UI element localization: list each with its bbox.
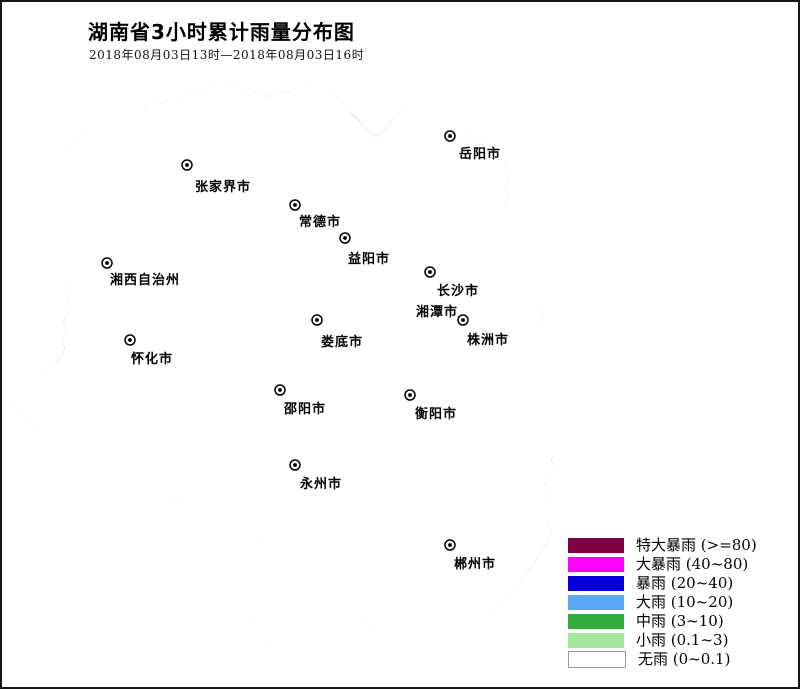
city-label: 张家界市	[195, 179, 251, 195]
city-label: 湘西自治州	[110, 272, 180, 288]
city: 郴州市	[444, 539, 497, 574]
city-marker-dot	[293, 463, 297, 467]
city-label: 怀化市	[131, 351, 173, 367]
city-marker-dot	[428, 270, 432, 274]
legend-label: 小雨 (0.1~3)	[636, 631, 729, 649]
city-marker-dot	[105, 261, 109, 265]
legend-swatch	[568, 538, 624, 553]
city-marker-dot	[448, 543, 452, 547]
legend-row: 暴雨 (20~40)	[568, 576, 757, 591]
legend-swatch	[568, 633, 624, 648]
legend-row: 大雨 (10~20)	[568, 595, 757, 610]
city-label: 长沙市	[437, 283, 479, 299]
city-label: 常德市	[299, 214, 341, 230]
legend-label: 大雨 (10~20)	[636, 593, 734, 611]
legend-label: 中雨 (3~10)	[636, 612, 724, 630]
city-marker-dot	[448, 134, 452, 138]
city-label: 益阳市	[348, 251, 390, 267]
legend-row: 无雨 (0~0.1)	[568, 650, 757, 668]
city-marker-dot	[278, 388, 282, 392]
city-marker-dot	[408, 393, 412, 397]
page-title: 湖南省3小时累计雨量分布图	[88, 20, 355, 44]
legend-swatch	[568, 557, 624, 572]
city: 岳阳市	[444, 130, 502, 164]
province-border	[10, 80, 556, 686]
legend-row: 特大暴雨 (>=80)	[568, 538, 757, 553]
city: 湘潭市	[414, 303, 458, 322]
legend-row: 大暴雨 (40~80)	[568, 557, 757, 572]
legend-swatch	[568, 576, 624, 591]
city-marker-dot	[185, 163, 189, 167]
city: 湘西自治州	[101, 257, 181, 290]
legend-label: 大暴雨 (40~80)	[636, 555, 749, 573]
legend-row: 中雨 (3~10)	[568, 614, 757, 629]
city: 长沙市	[424, 266, 480, 301]
city: 衡阳市	[404, 389, 458, 424]
city: 株洲市	[457, 314, 510, 350]
rainfall-legend: 特大暴雨 (>=80) 大暴雨 (40~80) 暴雨 (20~40) 大雨 (10~2…	[568, 538, 757, 671]
city-label: 娄底市	[321, 334, 363, 350]
city-label: 邵阳市	[283, 401, 326, 417]
city-marker-dot	[128, 338, 132, 342]
city-label: 永州市	[299, 476, 342, 492]
legend-swatch	[568, 614, 624, 629]
city: 益阳市	[339, 232, 391, 269]
legend-label: 暴雨 (20~40)	[636, 574, 734, 592]
city: 娄底市	[311, 314, 364, 352]
city-label: 株洲市	[467, 332, 509, 348]
legend-label: 特大暴雨 (>=80)	[636, 536, 757, 554]
city-label: 衡阳市	[415, 406, 457, 422]
city-marker-dot	[343, 236, 347, 240]
city: 邵阳市	[274, 384, 327, 419]
city-label: 湘潭市	[416, 304, 458, 320]
city-marker-dot	[315, 318, 319, 322]
city: 张家界市	[181, 159, 252, 197]
city-label: 郴州市	[454, 556, 496, 572]
legend-row: 小雨 (0.1~3)	[568, 633, 757, 648]
legend-swatch	[568, 595, 624, 610]
city: 怀化市	[124, 334, 174, 369]
city: 常德市	[289, 199, 342, 232]
page-subtitle: 2018年08月03日13时—2018年08月03日16时	[89, 48, 365, 62]
rain-area	[199, 581, 225, 603]
city: 永州市	[289, 459, 343, 494]
legend-swatch	[568, 651, 626, 668]
city-label: 岳阳市	[459, 146, 501, 162]
city-marker-dot	[461, 318, 465, 322]
legend-label: 无雨 (0~0.1)	[638, 650, 731, 668]
city-marker-dot	[293, 203, 297, 207]
